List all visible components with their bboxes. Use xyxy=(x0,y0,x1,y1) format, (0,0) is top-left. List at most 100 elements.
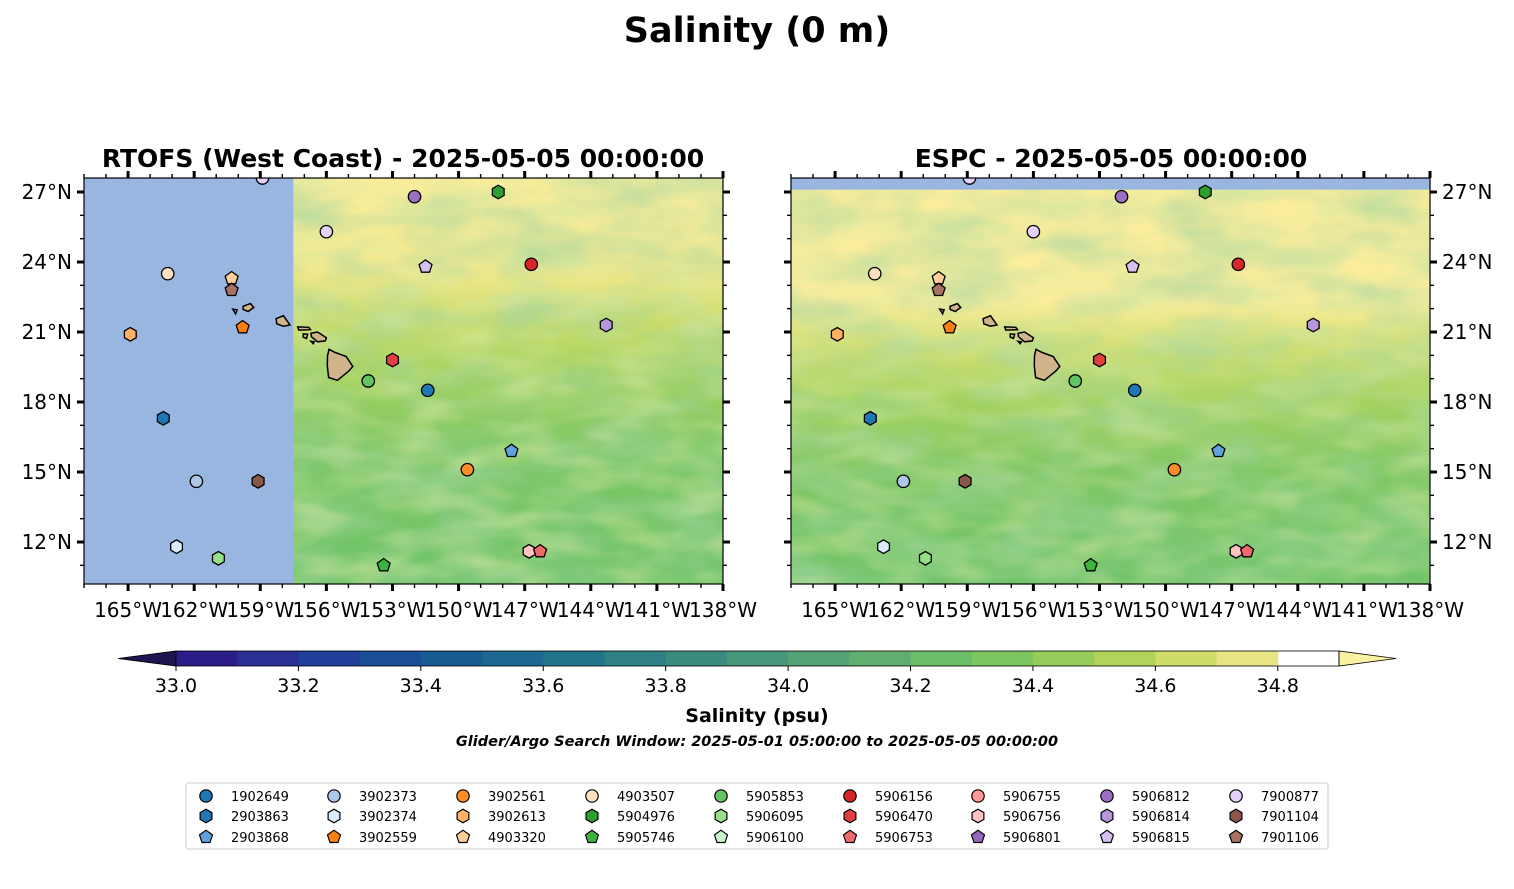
float-marker-1902649 xyxy=(420,383,435,398)
float-marker-5906095 xyxy=(918,550,932,566)
float-marker-5906470 xyxy=(1092,352,1107,368)
legend-label: 5905853 xyxy=(746,790,804,805)
legend-label: 5906814 xyxy=(1132,810,1190,825)
colorbar-tick-label: 34.4 xyxy=(1012,675,1054,697)
legend-label: 5906156 xyxy=(875,790,933,805)
float-marker-7901106 xyxy=(224,282,239,297)
float-marker-5905746 xyxy=(1083,557,1098,572)
legend-item-3902374: 3902374 xyxy=(327,808,417,825)
legend-item-4903320: 4903320 xyxy=(455,829,546,846)
legend-marker xyxy=(456,789,470,803)
legend-label: 5906470 xyxy=(875,810,933,825)
float-marker-5904976 xyxy=(491,184,505,200)
legend-label: 3902373 xyxy=(359,790,417,805)
kauai-island xyxy=(949,302,962,313)
float-marker-3902613 xyxy=(123,326,137,342)
oahu-island xyxy=(275,314,292,327)
float-marker-5906156 xyxy=(1231,257,1246,272)
legend-item-5905746: 5905746 xyxy=(584,829,675,846)
legend-item-5906756: 5906756 xyxy=(971,808,1061,825)
legend-label: 5906100 xyxy=(746,831,804,846)
float-marker-7901104 xyxy=(958,473,972,489)
legend-marker xyxy=(585,789,599,803)
float-marker-3902559 xyxy=(942,319,957,334)
legend-item-3902561: 3902561 xyxy=(456,789,546,805)
lon-tick-label: 159°W xyxy=(226,598,294,622)
colorbar: 33.0 33.2 33.4 33.6 33.8 34.0 34.2 34.4 34.6 34.8 xyxy=(117,650,1397,697)
legend-item-2903863: 2903863 xyxy=(199,808,289,825)
legend-label: 3902561 xyxy=(488,790,546,805)
lat-tick-label: 27°N xyxy=(1442,180,1492,204)
float-marker-3902374 xyxy=(170,539,184,555)
legend-label: 3902613 xyxy=(488,810,546,825)
legend-marker xyxy=(327,808,341,824)
float-marker-2903863 xyxy=(156,410,170,426)
float-marker-5906815 xyxy=(1125,259,1140,273)
niihau-island xyxy=(231,308,239,316)
legend-label: 5906801 xyxy=(1003,831,1061,846)
legend-marker xyxy=(714,789,728,803)
legend-marker xyxy=(198,829,214,844)
legend-marker xyxy=(455,829,471,844)
float-marker-5906753 xyxy=(1239,543,1255,558)
lanai-island xyxy=(302,333,309,340)
legend-item-4903507: 4903507 xyxy=(585,789,675,805)
float-marker-7900877 xyxy=(1026,224,1041,239)
maui-island xyxy=(310,331,328,343)
lat-tick-label: 18°N xyxy=(22,390,72,414)
colorbar-bin xyxy=(665,651,728,666)
lon-tick-label: 147°W xyxy=(491,598,559,622)
legend-marker xyxy=(971,808,985,824)
float-marker-5906812 xyxy=(1114,189,1129,204)
legend-label: 4903320 xyxy=(488,831,546,846)
legend-marker xyxy=(1229,789,1243,803)
colorbar-tick-label: 33.4 xyxy=(400,675,442,697)
legend-marker xyxy=(1099,829,1115,844)
islands-espc xyxy=(938,302,1061,382)
float-marker-3902561 xyxy=(460,462,475,477)
colorbar-bin xyxy=(910,651,973,666)
legend-marker xyxy=(1228,829,1244,844)
legend-label: 7901104 xyxy=(1261,810,1319,825)
colorbar-bin xyxy=(1155,651,1218,666)
legend-item-5905853: 5905853 xyxy=(714,789,804,805)
map-panel-espc: ESPC - 2025-05-05 00:00:00 165°W162°W159… xyxy=(784,144,1492,622)
colorbar-tick-label: 33.2 xyxy=(277,675,319,697)
colorbar-bin xyxy=(788,651,850,666)
legend-marker xyxy=(1229,808,1243,824)
kahoolawe-island xyxy=(309,340,316,345)
float-marker-2903868 xyxy=(1211,443,1226,458)
legend-marker xyxy=(585,808,599,824)
legend-label: 1902649 xyxy=(231,790,289,805)
float-marker-3902561 xyxy=(1167,462,1182,477)
legend-marker xyxy=(326,829,342,844)
colorbar-bin xyxy=(1216,651,1279,666)
legend-marker xyxy=(1100,808,1114,824)
float-marker-5906753 xyxy=(532,543,548,558)
search-window-note: Glider/Argo Search Window: 2025-05-01 05… xyxy=(456,734,1058,750)
legend-label: 5906753 xyxy=(875,831,933,846)
colorbar-bin xyxy=(1032,651,1095,666)
molokai-island xyxy=(1003,326,1019,331)
figure-title: Salinity (0 m) xyxy=(624,11,890,51)
panel-title-espc: ESPC - 2025-05-05 00:00:00 xyxy=(915,144,1308,173)
colorbar-tick-label: 34.8 xyxy=(1257,675,1299,697)
colorbar-tick-label: 33.6 xyxy=(522,675,564,697)
float-marker-1902649 xyxy=(1127,383,1142,398)
lon-tick-label: 141°W xyxy=(1330,598,1398,622)
float-marker-7900877 xyxy=(319,224,334,239)
lat-tick-label: 21°N xyxy=(1442,320,1492,344)
lon-tick-label: 141°W xyxy=(623,598,691,622)
masked-region-espc xyxy=(791,178,1430,190)
legend-marker xyxy=(970,829,986,844)
float-marker-5905746 xyxy=(376,557,391,572)
lanai-island xyxy=(1009,333,1016,340)
legend-item-1902649: 1902649 xyxy=(199,789,289,805)
legend-item-5906755: 5906755 xyxy=(971,789,1061,805)
colorbar-bin xyxy=(971,651,1034,666)
lon-tick-label: 144°W xyxy=(1264,598,1332,622)
lon-tick-label: 150°W xyxy=(1132,598,1200,622)
colorbar-tick-label: 33.8 xyxy=(645,675,687,697)
float-marker-5904976 xyxy=(1198,184,1212,200)
